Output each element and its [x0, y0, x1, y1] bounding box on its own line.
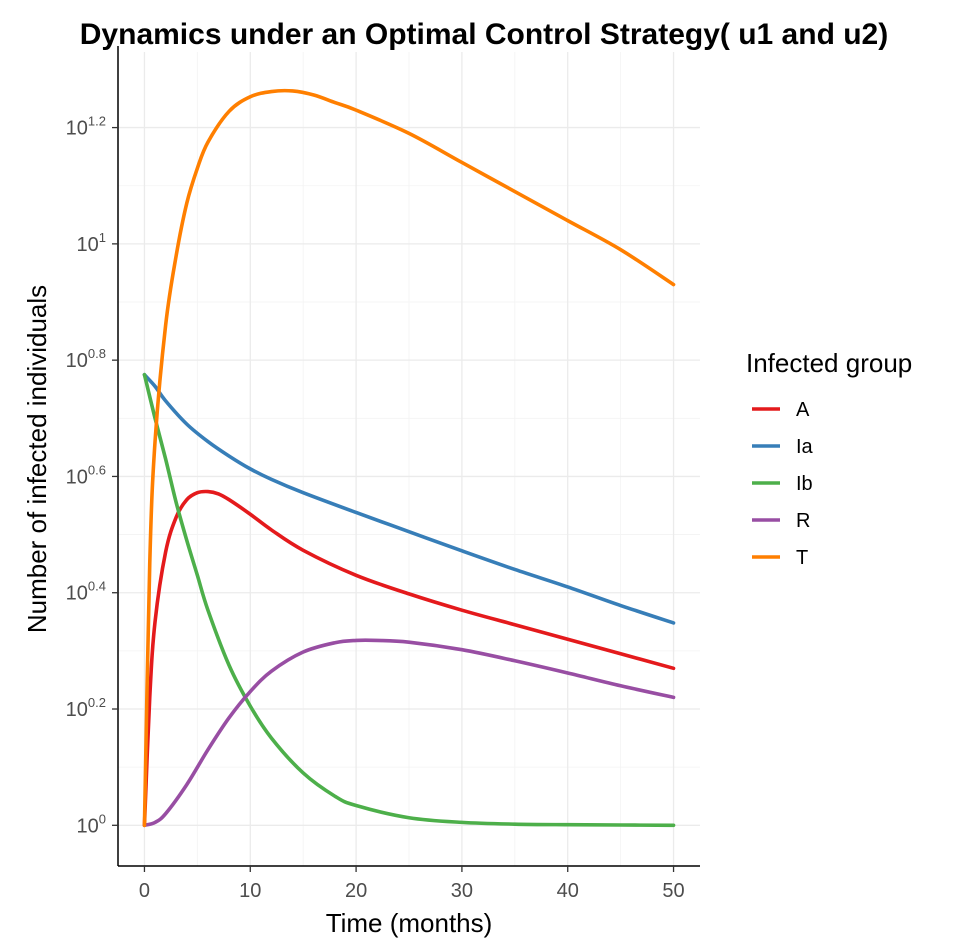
legend-title: Infected group	[746, 348, 912, 378]
legend-label-r: R	[796, 510, 810, 532]
grid	[118, 52, 700, 866]
x-tick-label: 20	[345, 880, 367, 902]
series-line-a	[142, 489, 676, 828]
x-tick-label: 30	[451, 880, 473, 902]
x-tick-label: 0	[139, 880, 150, 902]
x-tick-label: 10	[239, 880, 261, 902]
legend-label-t: T	[796, 547, 808, 569]
x-axis-ticks: 0 10 20 30 40 50	[139, 866, 685, 902]
series-line-r	[142, 638, 676, 828]
y-tick-label: 100.6	[66, 462, 106, 488]
y-tick-label: 100.4	[66, 579, 106, 605]
legend: Infected group A Ia Ib RT	[746, 348, 912, 569]
y-tick-label: 100.8	[66, 346, 106, 372]
legend-label-ia: Ia	[796, 436, 814, 458]
y-tick-label: 101.2	[66, 114, 106, 140]
chart-title: Dynamics under an Optimal Control Strate…	[80, 18, 888, 51]
y-tick-label: 100.2	[66, 695, 106, 721]
x-tick-label: 40	[557, 880, 579, 902]
y-tick-label: 101	[77, 230, 106, 256]
y-axis-ticks: 100 100.2 100.4 100.6 100.8 101 101.2	[66, 114, 118, 837]
series-lines	[142, 88, 676, 828]
axes	[117, 46, 700, 867]
series-line-t	[142, 88, 676, 828]
legend-label-ib: Ib	[796, 473, 813, 495]
series-line-ib	[142, 372, 676, 828]
x-tick-label: 50	[662, 880, 684, 902]
y-tick-label: 100	[77, 811, 106, 837]
series-line-ia	[142, 372, 676, 625]
legend-label-a: A	[796, 399, 810, 421]
x-axis-title: Time (months)	[326, 908, 493, 938]
y-axis-title: Number of infected individuals	[22, 285, 52, 633]
